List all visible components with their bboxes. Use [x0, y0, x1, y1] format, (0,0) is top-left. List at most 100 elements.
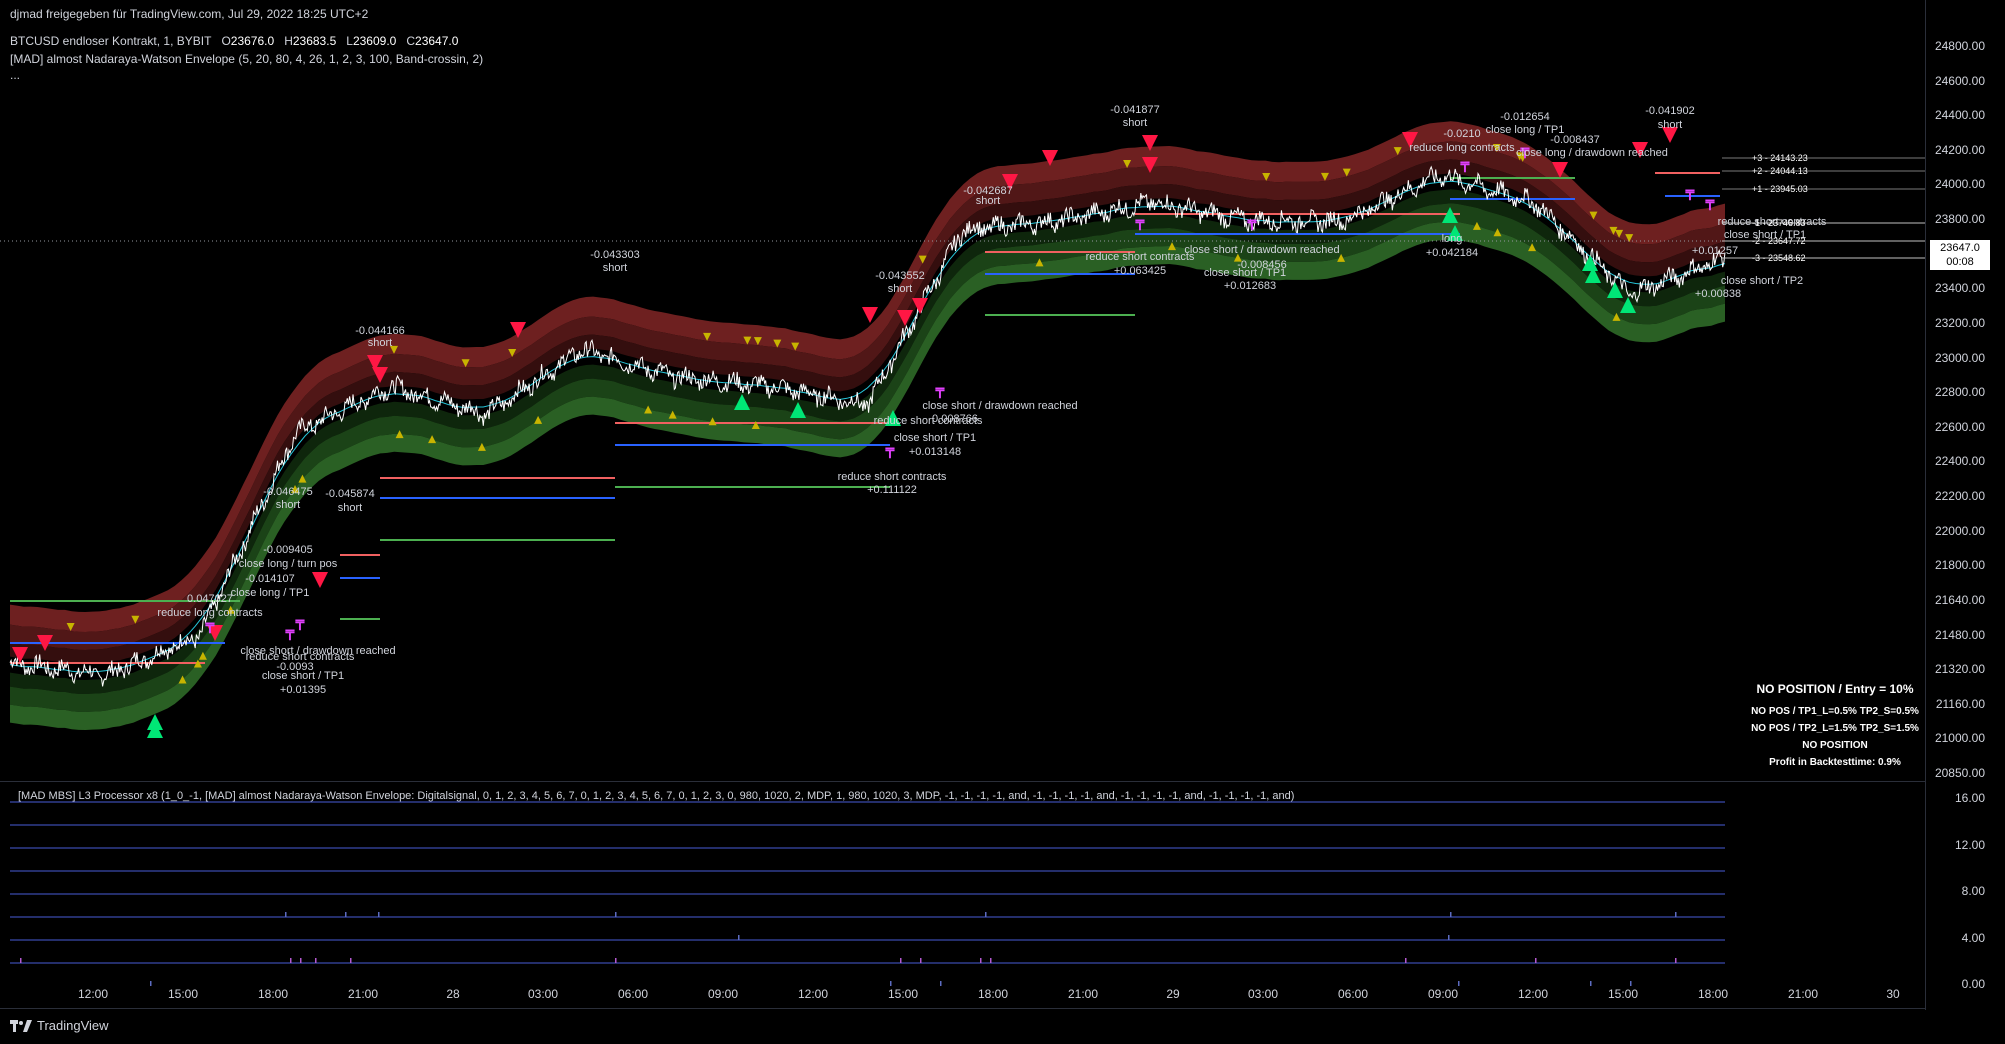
sell-signal-marker[interactable] — [207, 625, 223, 641]
sell-signal-marker[interactable] — [1262, 172, 1271, 181]
sell-signal-marker[interactable] — [1042, 150, 1058, 166]
buy-signal-marker[interactable] — [734, 394, 750, 410]
sell-signal-marker[interactable] — [1342, 168, 1351, 177]
trade-annotation: -0.043303 — [590, 249, 640, 261]
buy-signal-marker[interactable] — [1337, 253, 1346, 262]
sell-signal-marker[interactable] — [743, 336, 752, 345]
sell-signal-marker[interactable] — [1402, 132, 1418, 148]
take-profit-marker[interactable]: ₸ — [885, 445, 896, 461]
sell-signal-marker[interactable] — [1142, 135, 1158, 151]
buy-signal-marker[interactable] — [1233, 253, 1242, 262]
l3-processor-panel[interactable] — [0, 783, 1925, 1008]
take-profit-marker[interactable]: ₸ — [1705, 197, 1716, 213]
buy-signal-marker[interactable] — [291, 484, 300, 493]
buy-signal-marker[interactable] — [298, 474, 307, 483]
indicator-legend[interactable]: [MAD] almost Nadaraya-Watson Envelope (5… — [10, 52, 484, 66]
buy-signal-marker[interactable] — [1607, 282, 1623, 298]
buy-signal-marker[interactable] — [178, 675, 187, 684]
sell-signal-marker[interactable] — [1492, 144, 1501, 153]
sell-signal-marker[interactable] — [510, 322, 526, 338]
price-tick-label: 23400.00 — [1934, 281, 1985, 296]
sell-signal-marker[interactable] — [1123, 160, 1132, 169]
take-profit-marker[interactable]: ₸ — [295, 617, 306, 633]
buy-signal-marker[interactable] — [668, 410, 677, 419]
buy-signal-marker[interactable] — [477, 442, 486, 451]
price-chart[interactable]: ₸₸₸₸₸₸ ₸₸₸₸₸ -0.046475short-0.009405close… — [0, 0, 1925, 790]
buy-signal-marker[interactable] — [395, 430, 404, 439]
buy-signal-marker[interactable] — [885, 410, 901, 426]
trade-annotation: +0.012683 — [1224, 280, 1276, 292]
trade-annotation: close short / TP1 — [262, 670, 344, 682]
take-profit-marker[interactable]: ₸ — [1460, 159, 1471, 175]
sell-signal-marker[interactable] — [1515, 152, 1524, 161]
symbol-name[interactable]: BTCUSD endloser Kontrakt, 1, BYBIT — [10, 34, 212, 48]
sell-signal-marker[interactable] — [1589, 211, 1598, 220]
more-indicators-button[interactable]: ... — [10, 68, 21, 82]
signal-markers: ₸₸₸₸₸₸ ₸₸₸₸₸ — [12, 127, 1716, 738]
trade-annotation: short — [1123, 117, 1147, 129]
buy-signal-marker[interactable] — [1167, 242, 1176, 251]
buy-signal-marker[interactable] — [1447, 225, 1463, 241]
sell-signal-marker[interactable] — [897, 310, 913, 326]
price-tick-label: 21320.00 — [1934, 662, 1985, 677]
sell-signal-marker[interactable] — [862, 307, 878, 323]
signal-spike — [300, 958, 302, 963]
sell-signal-marker[interactable] — [37, 635, 53, 651]
sell-signal-marker[interactable] — [753, 337, 762, 346]
buy-signal-marker[interactable] — [1620, 297, 1636, 313]
sell-signal-marker[interactable] — [1615, 229, 1624, 238]
buy-signal-marker[interactable] — [1528, 243, 1537, 252]
tradingview-logo[interactable]: TradingView — [10, 1018, 109, 1033]
sell-signal-marker[interactable] — [1662, 127, 1678, 143]
subpanel-title[interactable]: [MAD MBS] L3 Processor x8 (1_0_-1, [MAD]… — [18, 790, 1295, 802]
sell-signal-marker[interactable] — [1609, 226, 1618, 235]
buy-signal-marker[interactable] — [1582, 255, 1598, 271]
take-profit-marker[interactable]: ₸ — [1685, 187, 1696, 203]
buy-signal-marker[interactable] — [198, 651, 207, 660]
buy-signal-marker[interactable] — [226, 605, 235, 614]
sell-signal-marker[interactable] — [773, 339, 782, 348]
buy-signal-marker[interactable] — [534, 415, 543, 424]
sell-signal-marker[interactable] — [1002, 174, 1018, 190]
take-profit-marker[interactable]: ₸ — [1135, 217, 1146, 233]
sell-signal-marker[interactable] — [372, 367, 388, 383]
sell-signal-marker[interactable] — [912, 298, 928, 314]
buy-signal-marker[interactable] — [790, 402, 806, 418]
buy-signal-marker[interactable] — [1612, 312, 1621, 321]
buy-signal-marker[interactable] — [193, 659, 202, 668]
sell-signal-marker[interactable] — [1393, 147, 1402, 156]
buy-signal-marker[interactable] — [1442, 207, 1458, 223]
sell-signal-marker[interactable] — [1552, 162, 1568, 178]
sell-signal-marker[interactable] — [1320, 172, 1329, 181]
buy-signal-marker[interactable] — [751, 421, 760, 430]
sell-signal-marker[interactable] — [508, 348, 517, 357]
take-profit-marker[interactable]: ₸ — [935, 385, 946, 401]
sell-signal-marker[interactable] — [703, 332, 712, 341]
buy-signal-marker[interactable] — [147, 714, 163, 730]
sell-signal-marker[interactable] — [367, 355, 383, 371]
sell-signal-marker[interactable] — [389, 345, 398, 354]
take-profit-marker[interactable]: ₸ — [1520, 145, 1531, 161]
sell-signal-marker[interactable] — [66, 622, 75, 631]
buy-signal-marker[interactable] — [644, 405, 653, 414]
sell-signal-marker[interactable] — [918, 255, 927, 264]
buy-signal-marker[interactable] — [1035, 258, 1044, 267]
take-profit-marker[interactable]: ₸ — [285, 627, 296, 643]
take-profit-marker[interactable]: ₸ — [1247, 217, 1258, 233]
sell-signal-marker[interactable] — [461, 359, 470, 368]
buy-signal-marker[interactable] — [1585, 267, 1601, 283]
panel-separator[interactable] — [0, 781, 1925, 782]
sell-signal-marker[interactable] — [1142, 157, 1158, 173]
sell-signal-marker[interactable] — [131, 615, 140, 624]
buy-signal-marker[interactable] — [428, 435, 437, 444]
take-profit-marker[interactable]: ₸ — [205, 620, 216, 636]
signal-spike — [1458, 981, 1460, 986]
buy-signal-marker[interactable] — [1493, 228, 1502, 237]
sell-signal-marker[interactable] — [312, 572, 328, 588]
buy-signal-marker[interactable] — [708, 417, 717, 426]
buy-signal-marker[interactable] — [1472, 221, 1481, 230]
sell-signal-marker[interactable] — [1632, 142, 1648, 158]
sell-signal-marker[interactable] — [791, 342, 800, 351]
sell-signal-marker[interactable] — [1625, 234, 1634, 243]
sell-signal-marker[interactable] — [12, 647, 28, 663]
